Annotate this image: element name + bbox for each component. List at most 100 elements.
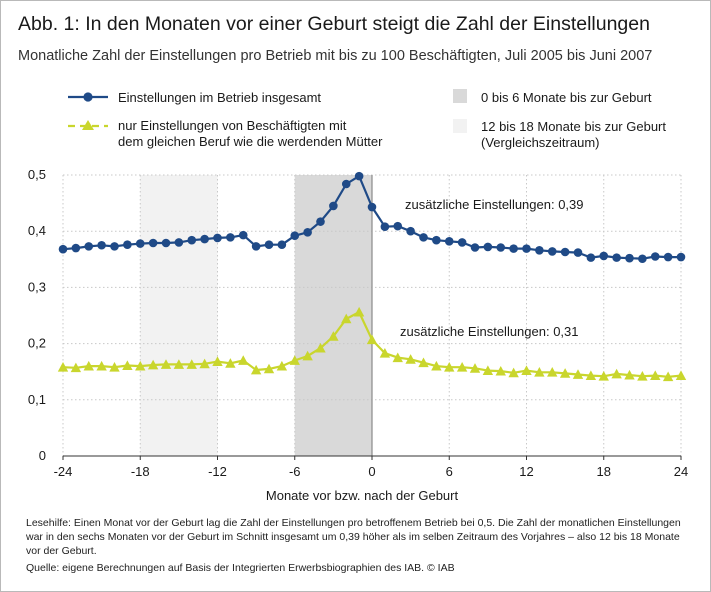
legend: Einstellungen im Betrieb insgesamt nur E… — [68, 89, 666, 150]
x-tick-label: -24 — [54, 464, 73, 479]
series-2-point — [456, 362, 468, 372]
x-tick-label: 0 — [368, 464, 375, 479]
legend-series-2-label-line1: nur Einstellungen von Beschäftigten mit — [118, 118, 347, 133]
series-2-point — [534, 367, 545, 377]
series-1-point — [213, 233, 222, 243]
series-2-point — [547, 367, 558, 377]
series-1-point — [496, 243, 506, 252]
series-1-point — [663, 252, 673, 262]
series-2-point — [418, 357, 429, 368]
series-1-point — [406, 226, 415, 236]
series-1-point — [509, 244, 518, 253]
series-1-point — [174, 238, 184, 247]
series-2-point — [469, 363, 481, 373]
series-1-point — [483, 242, 493, 252]
series-2-point — [135, 360, 146, 371]
x-tick-label: 18 — [597, 464, 611, 479]
series-2-point — [289, 355, 300, 365]
series-1-point — [367, 202, 377, 212]
series-2-point — [186, 359, 197, 369]
series-1-point — [470, 243, 480, 252]
series-2-point — [302, 350, 313, 361]
series-1-point — [71, 243, 81, 253]
y-tick-label: 0 — [39, 448, 46, 463]
series-2-point — [405, 354, 416, 364]
legend-series-2: nur Einstellungen von Beschäftigten mit … — [68, 118, 383, 149]
series-1-point — [341, 179, 351, 189]
series-2-point — [495, 365, 506, 376]
series-1-point — [560, 247, 570, 257]
series-2-point — [160, 359, 172, 369]
series-1-point — [97, 240, 106, 250]
series-2-point — [521, 365, 532, 375]
series-1-point — [612, 253, 621, 262]
series-1-point — [316, 217, 325, 226]
series-2-point — [624, 369, 635, 380]
series-1-point — [226, 233, 235, 242]
series-2-point — [276, 360, 288, 371]
series-2-point — [650, 370, 661, 381]
series-1-point — [238, 230, 248, 240]
series-1-point — [599, 251, 609, 261]
series-1-point — [444, 237, 454, 246]
series-1-point — [676, 252, 686, 262]
y-tick-label: 0,5 — [28, 167, 46, 182]
series-2-point — [83, 360, 94, 371]
y-tick-label: 0,4 — [28, 223, 46, 238]
series-1-point — [187, 235, 197, 245]
series-1-point — [380, 222, 390, 232]
x-tick-label: 24 — [674, 464, 688, 479]
series-2-point — [508, 367, 519, 378]
series-2-point — [328, 331, 339, 341]
shaded-range-2 — [140, 175, 218, 456]
series-2-point — [225, 358, 236, 368]
series-2-point — [431, 360, 442, 371]
y-tick-label: 0,2 — [28, 336, 46, 351]
x-tick-label: -6 — [289, 464, 301, 479]
series-2-point — [250, 364, 262, 375]
series-2-point — [122, 360, 133, 370]
series-1-point — [354, 171, 364, 181]
legend-series-1-label: Einstellungen im Betrieb insgesamt — [118, 90, 321, 105]
footnotes: Lesehilfe: Einen Monat vor der Geburt la… — [26, 516, 696, 575]
series-1-point — [586, 253, 596, 262]
series-1-point — [110, 242, 119, 251]
series-1-point — [84, 242, 94, 251]
chart-title: Abb. 1: In den Monaten vor einer Geburt … — [18, 13, 650, 35]
series-1-point — [547, 247, 557, 256]
series-1-point — [123, 240, 132, 249]
annotation-series-2: zusätzliche Einstellungen: 0,31 — [400, 324, 579, 339]
series-2-point — [341, 313, 352, 324]
series-2-point — [366, 334, 378, 345]
series-1-point — [573, 248, 583, 257]
legend-shade-2-label-line1: 12 bis 18 Monate bis zur Geburt — [481, 119, 666, 134]
series-2-point — [147, 359, 159, 370]
series-1-point — [161, 238, 171, 248]
series-2-point — [662, 371, 674, 382]
x-tick-label: 12 — [519, 464, 533, 479]
series-2-point — [315, 342, 326, 353]
source-note: Quelle: eigene Berechnungen auf Basis de… — [26, 562, 455, 574]
series-2-point — [637, 370, 648, 381]
series-1-point — [393, 221, 403, 231]
series-1-point — [419, 233, 428, 242]
series-2-point — [675, 370, 687, 381]
x-axis-label: Monate vor bzw. nach der Geburt — [266, 488, 459, 503]
legend-shade-1-label: 0 bis 6 Monate bis zur Geburt — [481, 90, 652, 105]
series-1-point — [148, 238, 158, 248]
series-2-point — [353, 306, 365, 317]
x-tick-label: 6 — [446, 464, 453, 479]
series-1-point — [650, 252, 660, 261]
series-2-point — [70, 362, 82, 373]
legend-shade-2-label-line2: (Vergleichszeitraum) — [481, 135, 600, 150]
series-1-point — [522, 244, 531, 253]
shaded-ranges — [140, 175, 372, 456]
series-2-point — [173, 359, 185, 369]
series-2-point — [96, 360, 107, 371]
series-1-point — [329, 201, 338, 211]
legend-series-1: Einstellungen im Betrieb insgesamt — [68, 90, 321, 105]
series-2-point — [238, 355, 249, 365]
series-1-point — [457, 238, 467, 247]
series-2-point — [379, 347, 391, 358]
legend-shade-1: 0 bis 6 Monate bis zur Geburt — [453, 89, 652, 105]
